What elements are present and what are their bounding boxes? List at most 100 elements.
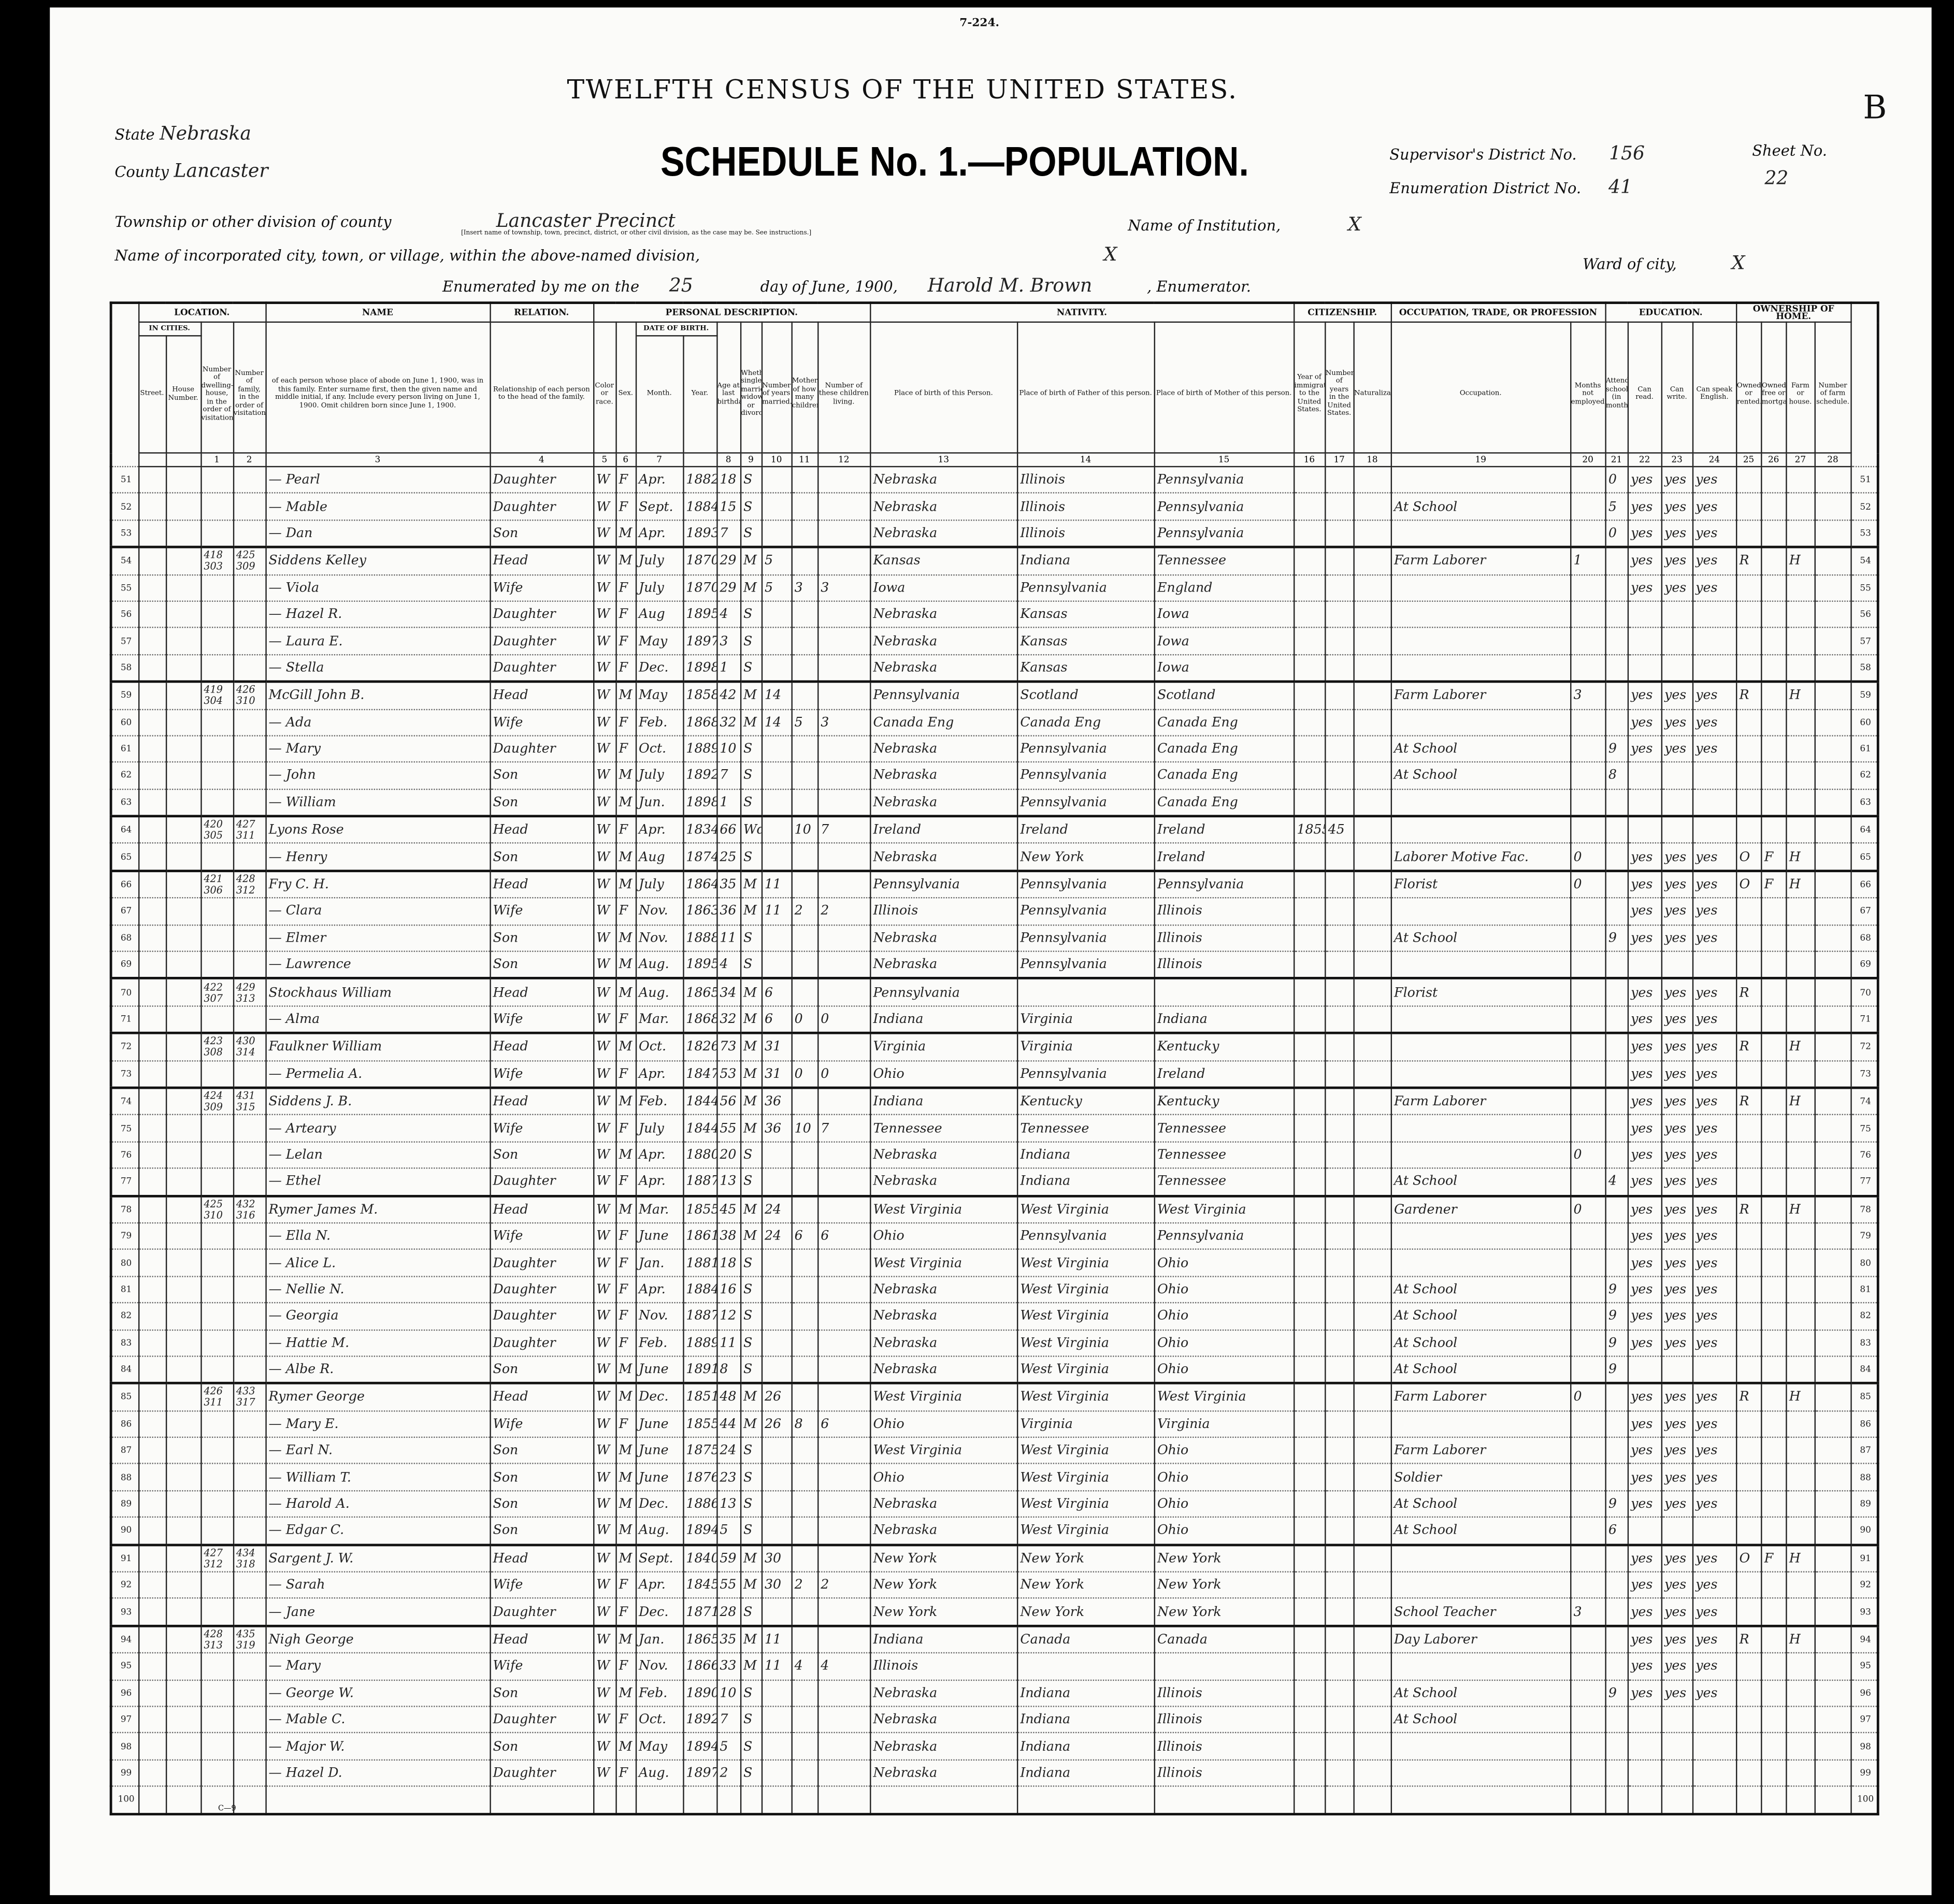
can-read: yes [1627, 1624, 1662, 1654]
table-row: 79— Ella N. Wife W F June 1861 38 M 24 6 6 Ohio Penn… [111, 1222, 1878, 1250]
free-mortgaged [1760, 1679, 1787, 1707]
header-blank [1153, 321, 1295, 336]
years-in-us [1324, 1005, 1355, 1034]
person-name: Rymer James M. [265, 1194, 491, 1224]
naturalization [1353, 869, 1392, 899]
relation: Daughter [489, 1275, 594, 1304]
years-married: 6 [760, 1005, 792, 1034]
house-number [165, 924, 202, 952]
free-mortgaged [1760, 1624, 1787, 1654]
sheet-letter: B [1863, 90, 1887, 127]
school-months: 9 [1604, 1302, 1629, 1331]
years-married [760, 1463, 792, 1492]
family-number [232, 466, 266, 494]
can-read: yes [1627, 1652, 1662, 1681]
farm-schedule [1814, 1141, 1852, 1169]
children-living [816, 1785, 871, 1814]
family-number [232, 1141, 266, 1169]
column-header-27: Farm or house. [1785, 336, 1816, 454]
mother-birthplace: Ohio [1153, 1517, 1295, 1546]
occupation [1390, 708, 1571, 737]
age: 55 [716, 1571, 741, 1599]
enumerator-signature: Harold M. Brown [927, 274, 1093, 297]
immigration-year [1293, 1624, 1326, 1654]
sex: M [615, 1624, 637, 1654]
age: 2 [716, 1759, 741, 1787]
street [137, 546, 167, 575]
street [137, 1679, 167, 1707]
family-number: 432 316 [232, 1194, 266, 1224]
children-born [791, 843, 818, 872]
birthplace: Nebraska [869, 493, 1018, 521]
years-married: 24 [760, 1194, 792, 1224]
birthplace: Pennsylvania [869, 680, 1018, 710]
sex: M [615, 869, 637, 899]
street [137, 897, 167, 926]
birth-month: June [635, 1222, 684, 1250]
line-number-right: 79 [1850, 1222, 1878, 1250]
street [137, 950, 167, 979]
school-months [1604, 1141, 1629, 1169]
months-unemployed: 0 [1570, 1194, 1606, 1224]
column-header-5: Color or race. [592, 336, 616, 454]
dwelling-number: 427 312 [200, 1543, 234, 1573]
immigration-year [1293, 600, 1326, 629]
can-write: yes [1660, 1679, 1693, 1707]
owned-rented: R [1735, 680, 1762, 710]
person-name: Nigh George [265, 1624, 491, 1654]
color: W [592, 1005, 616, 1034]
years-married [760, 1355, 792, 1384]
person-name: — Stella [265, 654, 491, 683]
relation: Daughter [489, 1597, 594, 1627]
father-birthplace: Kansas [1016, 600, 1155, 629]
years-married [760, 950, 792, 979]
years-in-us [1324, 1785, 1355, 1814]
years-married: 30 [760, 1571, 792, 1599]
years-in-us [1324, 924, 1355, 952]
street [137, 627, 167, 655]
school-months [1604, 1222, 1629, 1250]
school-months [1604, 1032, 1629, 1061]
table-row: 82— Georgia Daughter W F Nov. 1887 12 S Nebraska… [111, 1302, 1878, 1331]
school-months [1604, 1597, 1629, 1627]
owned-rented [1735, 573, 1762, 602]
birth-year: 1889 [682, 735, 717, 763]
relation: Head [489, 869, 594, 899]
column-number: 25 [1735, 452, 1762, 468]
person-name: — Harold A. [265, 1490, 491, 1518]
table-row: 85 426 311 433 317 Rymer George Head W M Dec. 18… [111, 1382, 1878, 1411]
children-living [816, 1194, 871, 1224]
line-number: 92 [111, 1571, 139, 1599]
farm-schedule [1814, 546, 1852, 575]
table-row: 64 420 305 427 311 Lyons Rose Head W F Apr. 1834… [111, 815, 1878, 844]
speaks-english: yes [1692, 1624, 1737, 1654]
father-birthplace: Scotland [1016, 680, 1155, 710]
can-read: yes [1627, 1382, 1662, 1411]
years-in-us [1324, 1382, 1355, 1411]
color: W [592, 1706, 616, 1734]
school-months [1604, 680, 1629, 710]
person-name: — Arteary [265, 1114, 491, 1143]
children-living: 6 [816, 1410, 871, 1438]
children-born: 3 [791, 573, 818, 602]
months-unemployed [1570, 1679, 1606, 1707]
marital-status: S [739, 654, 763, 683]
color: W [592, 977, 616, 1007]
table-row: 97— Mable C. Daughter W F Oct. 1892 7 S Nebraska… [111, 1706, 1878, 1734]
column-number: 8 [716, 452, 741, 468]
birth-year: 1889 [682, 1329, 717, 1357]
immigration-year [1293, 977, 1326, 1007]
immigration-year [1293, 680, 1326, 710]
can-read [1627, 1732, 1662, 1761]
free-mortgaged [1760, 1436, 1787, 1465]
school-months [1604, 1410, 1629, 1438]
occupation: At School [1390, 1167, 1571, 1196]
owned-rented [1735, 1436, 1762, 1465]
children-living [816, 546, 871, 575]
occupation [1390, 1032, 1571, 1061]
line-number: 71 [111, 1005, 139, 1034]
farm-schedule [1814, 815, 1852, 844]
line-number: 94 [111, 1624, 139, 1654]
birthplace: West Virginia [869, 1249, 1018, 1277]
speaks-english [1692, 1355, 1737, 1384]
